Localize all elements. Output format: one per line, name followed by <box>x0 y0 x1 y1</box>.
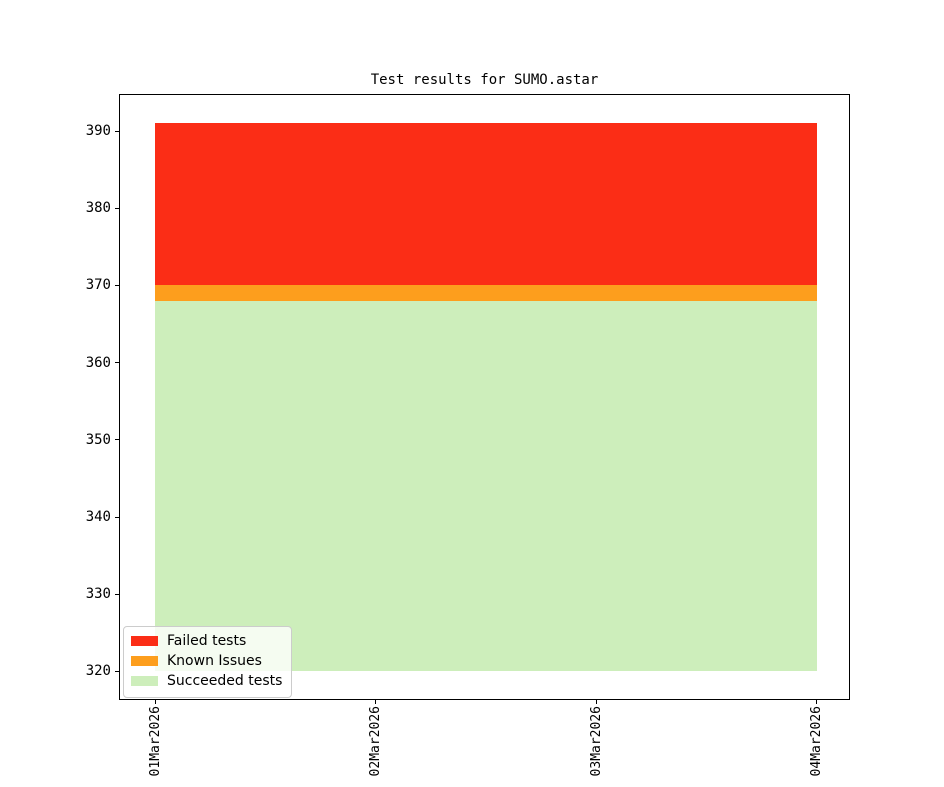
legend-swatch-icon <box>131 656 158 666</box>
legend-label: Failed tests <box>167 633 247 649</box>
y-axis-tick <box>115 362 119 364</box>
x-axis-tick-label: 01Mar2026 <box>147 706 163 777</box>
y-axis-tick <box>115 670 119 672</box>
area-band-succeeded-tests <box>155 300 817 672</box>
y-axis-tick-label: 370 <box>85 277 111 294</box>
y-axis-tick-label: 330 <box>85 586 111 603</box>
y-axis-tick <box>115 130 119 132</box>
x-axis-tick-label: 02Mar2026 <box>368 706 384 777</box>
legend-label: Known Issues <box>167 653 262 669</box>
y-axis-tick <box>115 593 119 595</box>
y-axis-tick <box>115 207 119 209</box>
y-axis-tick <box>115 284 119 286</box>
y-axis-tick-label: 320 <box>85 663 111 680</box>
legend-entry-known-issues: Known Issues <box>131 652 282 670</box>
x-axis-tick <box>375 700 377 704</box>
x-axis-tick-label: 04Mar2026 <box>809 706 825 777</box>
legend-entry-failed-tests: Failed tests <box>131 632 282 650</box>
y-axis-tick-label: 380 <box>85 200 111 217</box>
area-band-known-issues <box>155 285 817 301</box>
legend-swatch-icon <box>131 636 158 646</box>
legend: Failed tests Known Issues Succeeded tests <box>123 626 293 698</box>
legend-swatch-icon <box>131 676 158 686</box>
y-axis-tick <box>115 439 119 441</box>
x-axis-tick <box>595 700 597 704</box>
y-axis-tick-label: 350 <box>85 431 111 448</box>
y-axis-tick-label: 390 <box>85 123 111 140</box>
y-axis-tick-label: 360 <box>85 354 111 371</box>
legend-entry-succeeded-tests: Succeeded tests <box>131 672 282 690</box>
y-axis-tick-label: 340 <box>85 509 111 525</box>
area-band-failed-tests <box>155 123 817 286</box>
x-axis-tick-label: 03Mar2026 <box>588 706 604 777</box>
y-axis-tick <box>115 516 119 518</box>
legend-label: Succeeded tests <box>167 673 283 689</box>
x-axis-tick <box>154 700 156 704</box>
x-axis-tick <box>816 700 818 704</box>
chart-title: Test results for SUMO.astar <box>370 72 599 88</box>
